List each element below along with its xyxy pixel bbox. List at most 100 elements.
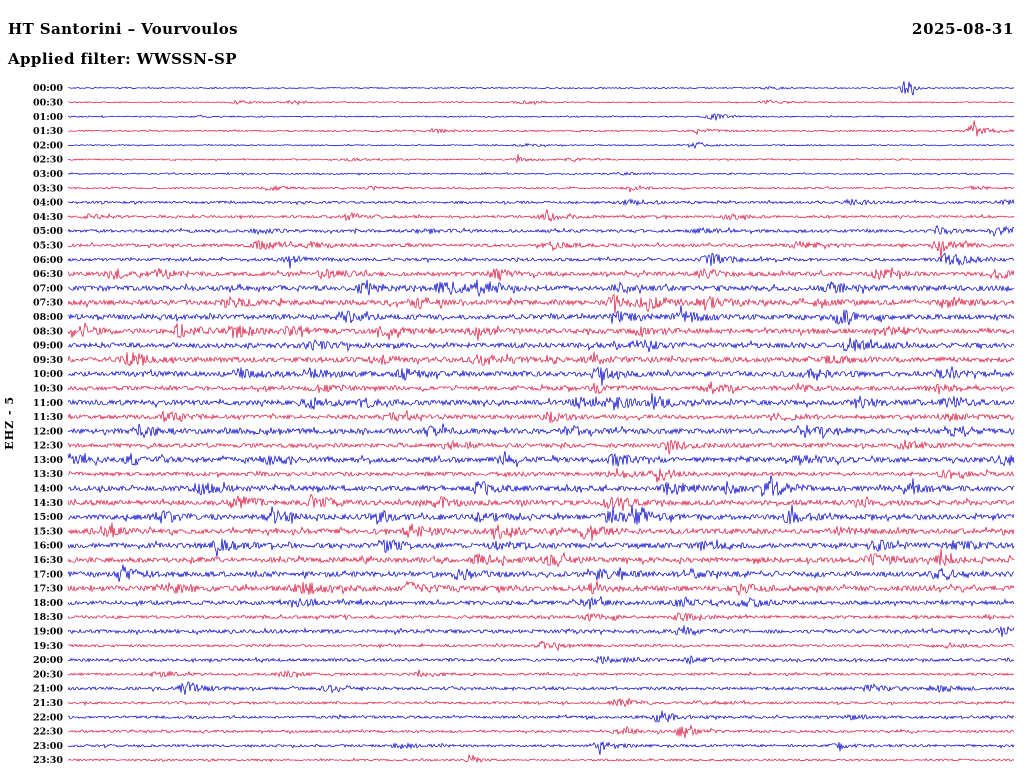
trace-time-label: 09:30 [33, 355, 63, 366]
trace-time-label: 21:00 [33, 684, 63, 695]
seismogram-trace-0530 [67, 239, 1015, 259]
seismogram-trace-1600 [67, 538, 1015, 557]
trace-time-label: 04:00 [33, 198, 63, 209]
trace-time-label: 08:00 [33, 312, 63, 323]
seismogram-trace-0130 [67, 120, 1015, 137]
seismogram-trace-2100 [67, 681, 1015, 695]
trace-time-label: 17:30 [33, 584, 63, 595]
seismogram-trace-0730 [67, 293, 1015, 314]
seismogram-trace-2030 [67, 669, 1015, 678]
trace-time-label: 06:30 [33, 269, 63, 280]
trace-time-label: 17:00 [33, 569, 63, 580]
seismogram-trace-0630 [67, 267, 1015, 281]
trace-time-label: 05:30 [33, 241, 63, 252]
seismogram-trace-0230 [67, 154, 1015, 164]
station-title: HT Santorini – Vourvoulos [8, 20, 238, 38]
seismogram-trace-1730 [67, 580, 1015, 596]
seismogram-trace-1530 [67, 522, 1015, 541]
trace-time-label: 13:30 [33, 469, 63, 480]
trace-time-label: 21:30 [33, 698, 63, 709]
seismogram-trace-0900 [67, 337, 1015, 353]
seismogram-trace-0330 [67, 184, 1015, 193]
seismogram-trace-2330 [68, 753, 1015, 763]
trace-time-label: 03:00 [33, 169, 63, 180]
seismogram-trace-0200 [67, 141, 1015, 149]
seismogram-trace-0700 [67, 279, 1014, 298]
trace-time-label: 03:30 [33, 183, 63, 194]
trace-time-label: 01:30 [33, 126, 63, 137]
trace-time-label: 23:00 [33, 741, 63, 752]
seismogram-trace-2130 [67, 697, 1015, 708]
seismogram-trace-1030 [67, 381, 1015, 395]
trace-time-label: 09:00 [33, 341, 63, 352]
seismogram-trace-0430 [67, 209, 1015, 223]
trace-time-label: 19:30 [33, 641, 63, 652]
trace-time-label: 16:30 [33, 555, 63, 566]
trace-time-label: 08:30 [33, 326, 63, 337]
trace-time-label: 00:30 [33, 98, 63, 109]
trace-time-label: 23:30 [33, 755, 63, 766]
seismogram-trace-0500 [67, 224, 1015, 237]
seismogram-trace-1300 [67, 451, 1015, 467]
trace-time-label: 22:00 [33, 712, 63, 723]
trace-time-label: 20:00 [33, 655, 63, 666]
seismogram-trace-0400 [68, 198, 1015, 207]
trace-time-label: 07:00 [33, 283, 63, 294]
trace-time-label: 18:00 [33, 598, 63, 609]
trace-time-label: 19:00 [33, 627, 63, 638]
seismogram-trace-1700 [67, 564, 1015, 582]
seismogram-trace-0930 [67, 351, 1015, 367]
seismogram-trace-1430 [67, 493, 1015, 511]
trace-time-label: 15:30 [33, 526, 63, 537]
seismogram-trace-0100 [67, 113, 1015, 121]
filter-label: Applied filter: WWSSN-SP [8, 50, 237, 68]
seismogram-trace-0600 [67, 252, 1015, 269]
seismogram-trace-0830 [67, 322, 1015, 341]
trace-time-label: 18:30 [33, 612, 63, 623]
seismogram-trace-1000 [68, 366, 1015, 387]
trace-time-label: 22:30 [33, 727, 63, 738]
seismogram-trace-2300 [67, 741, 1015, 755]
seismogram-trace-1130 [67, 410, 1015, 424]
trace-time-label: 06:00 [33, 255, 63, 266]
trace-time-label: 07:30 [33, 298, 63, 309]
trace-time-label: 00:00 [33, 83, 63, 94]
trace-time-label: 11:00 [33, 398, 63, 409]
trace-time-label: 15:00 [33, 512, 63, 523]
trace-time-label: 14:00 [33, 484, 63, 495]
date-label: 2025-08-31 [912, 20, 1014, 38]
seismogram-trace-1200 [67, 423, 1015, 440]
trace-time-label: 04:30 [33, 212, 63, 223]
seismogram-trace-1630 [67, 548, 1015, 568]
seismogram-trace-1330 [67, 467, 1015, 483]
seismogram-trace-2000 [67, 654, 1015, 665]
seismogram-trace-0000 [67, 81, 1015, 96]
trace-time-label: 05:00 [33, 226, 63, 237]
seismogram-trace-1230 [67, 439, 1015, 455]
seismogram-trace-1500 [68, 504, 1015, 525]
trace-time-label: 14:30 [33, 498, 63, 509]
trace-time-label: 16:00 [33, 541, 63, 552]
seismogram-trace-1100 [67, 392, 1015, 411]
seismogram-trace-0030 [67, 99, 1015, 106]
trace-time-label: 02:00 [33, 140, 63, 151]
seismogram-trace-1800 [67, 596, 1015, 610]
trace-time-label: 12:30 [33, 441, 63, 452]
seismogram-trace-0800 [68, 305, 1015, 326]
trace-time-label: 10:00 [33, 369, 63, 380]
trace-time-label: 13:00 [33, 455, 63, 466]
seismogram-trace-1900 [67, 625, 1015, 638]
trace-time-label: 02:30 [33, 155, 63, 166]
trace-time-label: 12:00 [33, 426, 63, 437]
trace-time-label: 10:30 [33, 384, 63, 395]
seismogram-trace-1830 [67, 612, 1015, 622]
seismogram-trace-0300 [67, 171, 1015, 176]
seismogram-trace-2200 [67, 710, 1015, 723]
seismogram-trace-1400 [68, 475, 1015, 497]
seismogram-trace-2230 [67, 724, 1015, 739]
trace-time-label: 01:00 [33, 112, 63, 123]
trace-time-label: 11:30 [33, 412, 63, 423]
seismogram-trace-1930 [67, 640, 1015, 652]
